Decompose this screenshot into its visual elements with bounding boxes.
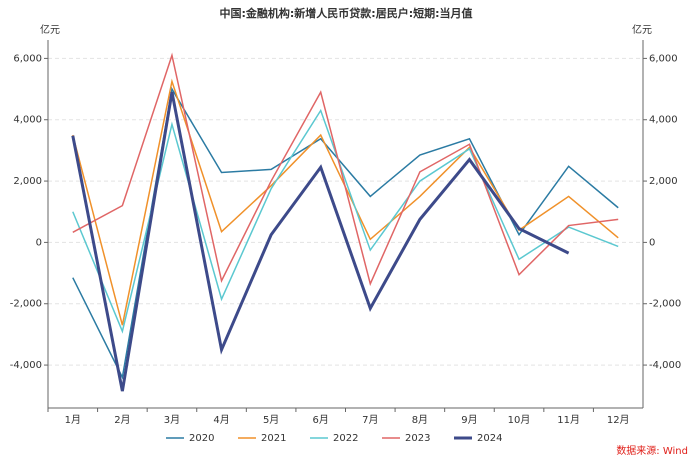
legend-label: 2024: [477, 433, 502, 444]
x-tick-label: 10月: [508, 414, 531, 426]
y-tick-label: -4,000: [10, 360, 42, 371]
y-axis-unit: 亿元: [40, 23, 60, 36]
y2-axis-unit: 亿元: [632, 23, 652, 36]
y2-tick-label: 2,000: [649, 176, 678, 187]
y2-tick-label: 0: [649, 237, 655, 248]
x-tick-label: 8月: [412, 414, 428, 426]
legend-label: 2022: [333, 433, 358, 444]
y2-tick-label: 4,000: [649, 115, 678, 126]
y-tick-label: 6,000: [13, 53, 42, 64]
line-series: [71, 91, 570, 392]
x-tick-label: 2月: [114, 414, 130, 426]
x-tick-label: 1月: [65, 414, 81, 426]
chart-title: 中国:金融机构:新增人民币贷款:居民户:短期:当月值: [220, 6, 473, 20]
x-tick-label: 4月: [213, 414, 229, 426]
x-tick-label: 3月: [164, 414, 180, 426]
source: 数据来源: Wind: [616, 444, 688, 457]
x-tick-label: 9月: [461, 414, 477, 426]
x-tick-label: 7月: [362, 414, 378, 426]
legend-label: 2021: [261, 433, 286, 444]
y2-tick-label: 6,000: [649, 53, 678, 64]
x-tick-label: 5月: [263, 414, 279, 426]
line-series: [72, 86, 619, 380]
line-series: [72, 108, 619, 334]
y2-tick-label: -4,000: [649, 360, 681, 371]
legend-label: 2020: [189, 433, 214, 444]
y2-tick-label: -2,000: [649, 299, 681, 310]
legend-label: 2023: [405, 433, 430, 444]
y-tick-label: -2,000: [10, 299, 42, 310]
y-tick-label: 0: [36, 237, 42, 248]
x-tick-label: 6月: [313, 414, 329, 426]
x-tick-label: 12月: [607, 414, 630, 426]
x-tick-label: 11月: [557, 414, 580, 426]
y-tick-label: 4,000: [13, 115, 42, 126]
y-tick-label: 2,000: [13, 176, 42, 187]
line-series: [72, 52, 619, 287]
